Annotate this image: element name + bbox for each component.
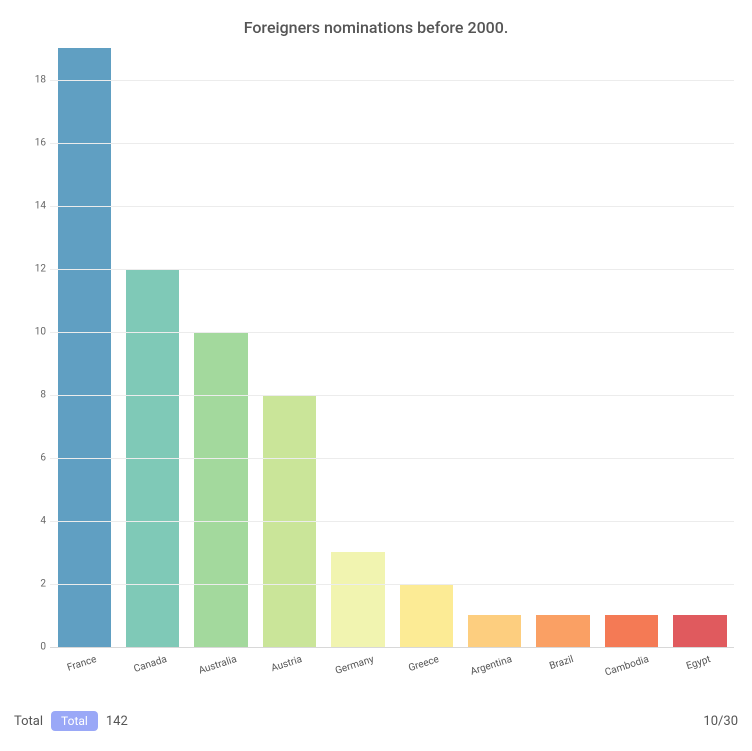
bars-container: [50, 48, 734, 647]
y-tick-label: 16: [35, 137, 46, 148]
footer-bar: Total Total 142 10/30: [14, 709, 738, 733]
x-label-slot: Argentina: [460, 648, 528, 688]
x-tick-label: Canada: [132, 654, 168, 675]
gridline: [50, 584, 734, 585]
bar: [673, 615, 726, 647]
bar: [58, 48, 111, 647]
y-tick-label: 4: [40, 515, 46, 526]
gridline: [50, 80, 734, 81]
bar-slot: [324, 48, 392, 647]
gridline: [50, 332, 734, 333]
bar: [331, 552, 384, 647]
x-label-slot: Canada: [118, 648, 186, 688]
footer-total-badge: Total: [51, 711, 98, 731]
x-tick-label: Cambodia: [604, 654, 651, 679]
bar-slot: [597, 48, 665, 647]
x-label-slot: Greece: [392, 648, 460, 688]
bar: [536, 615, 589, 647]
x-tick-label: Greece: [407, 654, 440, 674]
x-tick-label: Egypt: [685, 654, 712, 672]
bar-slot: [187, 48, 255, 647]
x-label-slot: Austria: [255, 648, 323, 688]
gridline: [50, 143, 734, 144]
footer-total-label: Total: [14, 714, 43, 729]
gridline: [50, 395, 734, 396]
x-label-slot: Cambodia: [597, 648, 665, 688]
x-label-slot: Australia: [187, 648, 255, 688]
x-axis-labels: France Canada Australia Austria Germany Greec…: [50, 648, 734, 688]
y-tick-label: 12: [35, 263, 46, 274]
x-tick-label: Germany: [334, 654, 375, 677]
y-tick-label: 10: [35, 326, 46, 337]
x-label-slot: Germany: [324, 648, 392, 688]
x-tick-label: France: [66, 654, 98, 674]
bar-slot: [118, 48, 186, 647]
y-tick-label: 6: [40, 452, 46, 463]
chart-area: 024681012141618 FranceCanadaAustraliaAus…: [30, 48, 734, 688]
gridline: [50, 206, 734, 207]
bar: [468, 615, 521, 647]
footer-page-indicator: 10/30: [703, 714, 738, 729]
x-tick-label: Australia: [197, 654, 238, 677]
y-tick-label: 2: [40, 578, 46, 589]
x-label-slot: France: [50, 648, 118, 688]
x-tick-label: Brazil: [548, 654, 575, 672]
bar-slot: [529, 48, 597, 647]
x-label-slot: Brazil: [529, 648, 597, 688]
y-tick-label: 0: [40, 642, 46, 653]
bar-slot: [255, 48, 323, 647]
bar: [605, 615, 658, 647]
bar-slot: [50, 48, 118, 647]
gridline: [50, 269, 734, 270]
gridline: [50, 458, 734, 459]
bar: [194, 332, 247, 647]
y-tick-label: 18: [35, 74, 46, 85]
bar: [400, 584, 453, 647]
chart-title: Foreigners nominations before 2000.: [0, 0, 752, 37]
x-label-slot: Egypt: [666, 648, 734, 688]
plot-region: 024681012141618: [50, 48, 734, 648]
y-tick-label: 14: [35, 200, 46, 211]
y-tick-label: 8: [40, 389, 46, 400]
bar-slot: [666, 48, 734, 647]
bar-slot: [460, 48, 528, 647]
x-tick-label: Argentina: [469, 654, 513, 678]
bar-slot: [392, 48, 460, 647]
footer-total-value: 142: [106, 714, 128, 729]
gridline: [50, 521, 734, 522]
x-tick-label: Austria: [270, 654, 304, 674]
